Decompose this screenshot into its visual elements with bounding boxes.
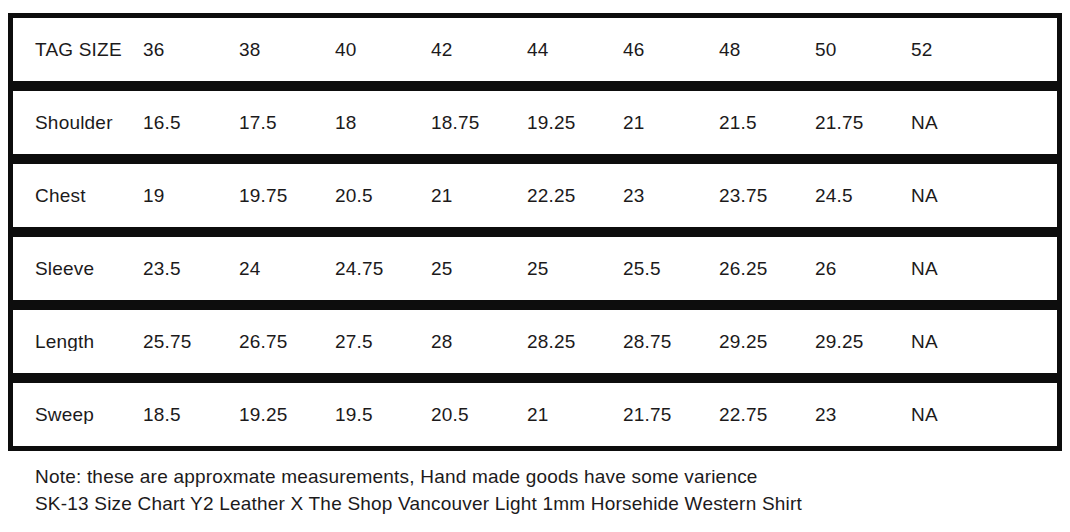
measurement-value: 18 (317, 113, 413, 132)
measurement-value: NA (893, 332, 1057, 351)
row-label: Shoulder (13, 113, 125, 132)
table-row-sweep: Sweep 18.5 19.25 19.5 20.5 21 21.75 22.7… (8, 378, 1062, 451)
footer-notes: Note: these are approxmate measurements,… (8, 451, 1062, 517)
measurement-value: 25 (413, 259, 509, 278)
measurement-value: 29.25 (701, 332, 797, 351)
tag-size-value: 42 (413, 40, 509, 59)
measurement-value: 23 (797, 405, 893, 424)
row-label: Sleeve (13, 259, 125, 278)
measurement-value: 26.75 (221, 332, 317, 351)
row-label: Chest (13, 186, 125, 205)
row-label: Length (13, 332, 125, 351)
measurement-value: 25.5 (605, 259, 701, 278)
measurement-value: 28 (413, 332, 509, 351)
tag-size-value: 40 (317, 40, 413, 59)
table-row-chest: Chest 19 19.75 20.5 21 22.25 23 23.75 24… (8, 159, 1062, 232)
measurement-value: 22.75 (701, 405, 797, 424)
table-row-shoulder: Shoulder 16.5 17.5 18 18.75 19.25 21 21.… (8, 86, 1062, 159)
measurement-value: NA (893, 186, 1057, 205)
measurement-value: NA (893, 405, 1057, 424)
measurement-value: 19.25 (509, 113, 605, 132)
measurement-value: 17.5 (221, 113, 317, 132)
measurement-value: 23 (605, 186, 701, 205)
measurement-value: NA (893, 259, 1057, 278)
measurement-value: 19.25 (221, 405, 317, 424)
measurement-value: 25.75 (125, 332, 221, 351)
measurement-value: 26.25 (701, 259, 797, 278)
tag-size-value: 44 (509, 40, 605, 59)
measurement-value: 19 (125, 186, 221, 205)
measurement-value: 19.5 (317, 405, 413, 424)
measurement-value: 21 (413, 186, 509, 205)
measurement-value: 19.75 (221, 186, 317, 205)
tag-size-value: 52 (893, 40, 1057, 59)
measurement-value: 25 (509, 259, 605, 278)
measurement-value: 27.5 (317, 332, 413, 351)
measurement-value: 21.5 (701, 113, 797, 132)
measurement-value: 18.5 (125, 405, 221, 424)
table-row-length: Length 25.75 26.75 27.5 28 28.25 28.75 2… (8, 305, 1062, 378)
measurement-value: 29.25 (797, 332, 893, 351)
table-row-sleeve: Sleeve 23.5 24 24.75 25 25 25.5 26.25 26… (8, 232, 1062, 305)
row-label: TAG SIZE (13, 40, 125, 59)
measurement-value: 16.5 (125, 113, 221, 132)
measurement-value: 28.75 (605, 332, 701, 351)
product-title-note: SK-13 Size Chart Y2 Leather X The Shop V… (35, 490, 1062, 517)
measurement-value: 18.75 (413, 113, 509, 132)
size-chart-page: TAG SIZE 36 38 40 42 44 46 48 50 52 Shou… (0, 0, 1070, 532)
tag-size-value: 36 (125, 40, 221, 59)
measurement-value: 23.5 (125, 259, 221, 278)
measurement-value: 22.25 (509, 186, 605, 205)
measurement-value: 21.75 (605, 405, 701, 424)
measurement-disclaimer-note: Note: these are approxmate measurements,… (35, 463, 1062, 490)
row-label: Sweep (13, 405, 125, 424)
measurement-value: 24.5 (797, 186, 893, 205)
table-row-tag-size: TAG SIZE 36 38 40 42 44 46 48 50 52 (8, 13, 1062, 86)
tag-size-value: 38 (221, 40, 317, 59)
measurement-value: 20.5 (413, 405, 509, 424)
measurement-value: 24.75 (317, 259, 413, 278)
size-chart-table: TAG SIZE 36 38 40 42 44 46 48 50 52 Shou… (8, 13, 1062, 451)
measurement-value: 23.75 (701, 186, 797, 205)
tag-size-value: 50 (797, 40, 893, 59)
measurement-value: 21 (509, 405, 605, 424)
measurement-value: 21 (605, 113, 701, 132)
measurement-value: 20.5 (317, 186, 413, 205)
measurement-value: 26 (797, 259, 893, 278)
tag-size-value: 48 (701, 40, 797, 59)
measurement-value: 21.75 (797, 113, 893, 132)
measurement-value: NA (893, 113, 1057, 132)
tag-size-value: 46 (605, 40, 701, 59)
measurement-value: 28.25 (509, 332, 605, 351)
measurement-value: 24 (221, 259, 317, 278)
